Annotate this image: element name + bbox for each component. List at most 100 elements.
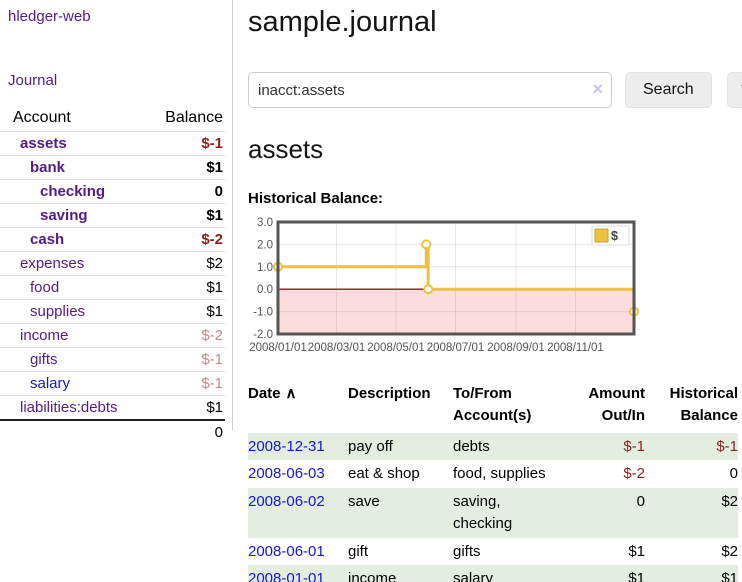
account-row: checking 0 (0, 179, 225, 204)
account-link-liabilities-debts[interactable]: liabilities:debts (20, 399, 118, 416)
account-balance: $1 (139, 395, 225, 420)
register-header-date[interactable]: Date ∧ (248, 385, 297, 402)
accounts-header-account: Account (13, 109, 71, 126)
account-link-cash[interactable]: cash (30, 231, 65, 248)
register-header-description: Description (348, 385, 431, 402)
transaction-date-link[interactable]: 2008-12-31 (248, 437, 325, 455)
transaction-amount: $1 (628, 542, 645, 560)
account-balance: $2 (139, 251, 225, 276)
accounts-total-row: 0 (0, 419, 225, 444)
register-row[interactable]: 2008-01-01 income salary $1 $1 (248, 565, 738, 582)
account-balance: $-2 (139, 227, 225, 252)
account-balance: $1 (139, 299, 225, 324)
register-header-accounts: To/From Account(s) (453, 385, 532, 424)
svg-text:-2.0: -2.0 (253, 329, 273, 341)
account-balance: $1 (139, 155, 225, 180)
svg-text:0.0: 0.0 (257, 284, 273, 296)
clear-search-icon[interactable]: × (592, 79, 603, 99)
account-row: expenses $2 (0, 251, 225, 276)
account-row: salary $-1 (0, 371, 225, 396)
transaction-balance: $-1 (716, 437, 738, 455)
accounts-total: 0 (139, 419, 225, 444)
transaction-balance: $1 (721, 570, 738, 582)
account-link-assets[interactable]: assets (20, 135, 67, 152)
balance-chart: $3.0 2.0 1.0 0.0 -1.0 -2.0 2008/01/01 2008/03/0… (248, 216, 742, 363)
transaction-date-link[interactable]: 2008-06-02 (248, 493, 325, 510)
transaction-accounts: food, supplies (453, 465, 546, 483)
transaction-balance: $2 (721, 493, 738, 510)
account-row: income $-2 (0, 323, 225, 348)
transaction-accounts: salary (453, 570, 494, 582)
transaction-description: save (348, 493, 380, 510)
register-row[interactable]: 2008-06-01 gift gifts $1 $2 (248, 538, 738, 566)
account-link-income[interactable]: income (20, 327, 69, 344)
account-balance: $-1 (139, 347, 225, 372)
transaction-description: income (348, 570, 397, 582)
register-table: Date ∧ Description To/From Account(s) Amo… (248, 381, 738, 582)
svg-text:2008/11/01: 2008/11/01 (547, 342, 604, 354)
account-link-checking[interactable]: checking (40, 183, 106, 200)
account-balance: $-1 (139, 371, 225, 396)
transaction-accounts: saving, checking (453, 493, 513, 532)
account-row: gifts $-1 (0, 347, 225, 372)
account-balance: $-2 (139, 323, 225, 348)
transaction-description: pay off (348, 437, 393, 455)
account-row: supplies $1 (0, 299, 225, 324)
account-link-supplies[interactable]: supplies (30, 303, 86, 320)
account-balance: $1 (139, 203, 225, 228)
transaction-amount: $-1 (623, 437, 645, 455)
register-row[interactable]: 2008-12-31 pay off debts $-1 $-1 (248, 432, 738, 461)
svg-text:2.0: 2.0 (257, 239, 273, 251)
sidebar: hledger-web Journal Account Balance asse… (0, 0, 233, 444)
transaction-accounts: gifts (453, 542, 481, 560)
search-button[interactable]: Search (625, 72, 712, 108)
account-link-saving[interactable]: saving (40, 207, 88, 224)
sort-asc-icon: ∧ (285, 385, 297, 402)
account-row: bank $1 (0, 155, 225, 180)
account-link-gifts[interactable]: gifts (30, 351, 58, 368)
transaction-accounts: debts (453, 437, 490, 455)
account-balance: $-1 (139, 131, 225, 156)
transaction-amount: $-2 (623, 465, 645, 483)
svg-text:2008/05/01: 2008/05/01 (367, 342, 425, 354)
account-link-salary[interactable]: salary (30, 375, 71, 392)
transaction-description: gift (348, 542, 369, 560)
sidebar-item-journal[interactable]: Journal (8, 72, 58, 89)
search-input[interactable] (248, 72, 612, 108)
svg-text:1.0: 1.0 (257, 262, 273, 274)
account-title: assets (248, 134, 324, 164)
account-link-expenses[interactable]: expenses (20, 255, 85, 272)
account-balance: 0 (139, 179, 225, 204)
search-form: × Search ? (248, 72, 742, 108)
svg-text:3.0: 3.0 (257, 217, 273, 229)
account-link-bank[interactable]: bank (30, 159, 66, 176)
account-row: food $1 (0, 275, 225, 300)
transaction-date-link[interactable]: 2008-06-03 (248, 465, 325, 483)
register-header-balance: Historical Balance (669, 385, 738, 424)
svg-text:2008/03/01: 2008/03/01 (308, 342, 366, 354)
account-balance: $1 (139, 275, 225, 300)
account-link-food[interactable]: food (30, 279, 60, 296)
page-title: sample.journal (248, 6, 437, 38)
transaction-date-link[interactable]: 2008-01-01 (248, 570, 325, 582)
svg-text:2008/01/01: 2008/01/01 (249, 342, 307, 354)
transaction-date-link[interactable]: 2008-06-01 (248, 542, 325, 560)
svg-text:2008/09/01: 2008/09/01 (487, 342, 545, 354)
transaction-amount: $1 (628, 570, 645, 582)
transaction-description: eat & shop (348, 465, 420, 483)
brand-link[interactable]: hledger-web (8, 8, 91, 25)
register-row[interactable]: 2008-06-02 save saving, checking 0 $2 (248, 488, 738, 538)
register-header-amount: Amount Out/In (588, 385, 645, 424)
help-button[interactable]: ? (726, 72, 742, 108)
transaction-balance: 0 (729, 465, 738, 483)
account-row: cash $-2 (0, 227, 225, 252)
register-row[interactable]: 2008-06-03 eat & shop food, supplies $-2 0 (248, 460, 738, 488)
account-row: assets $-1 (0, 131, 225, 156)
chart-label: Historical Balance: (248, 190, 384, 207)
transaction-balance: $2 (721, 542, 738, 560)
svg-text:-1.0: -1.0 (253, 307, 273, 319)
svg-text:2008/07/01: 2008/07/01 (427, 342, 485, 354)
accounts-header-balance: Balance (165, 109, 223, 126)
